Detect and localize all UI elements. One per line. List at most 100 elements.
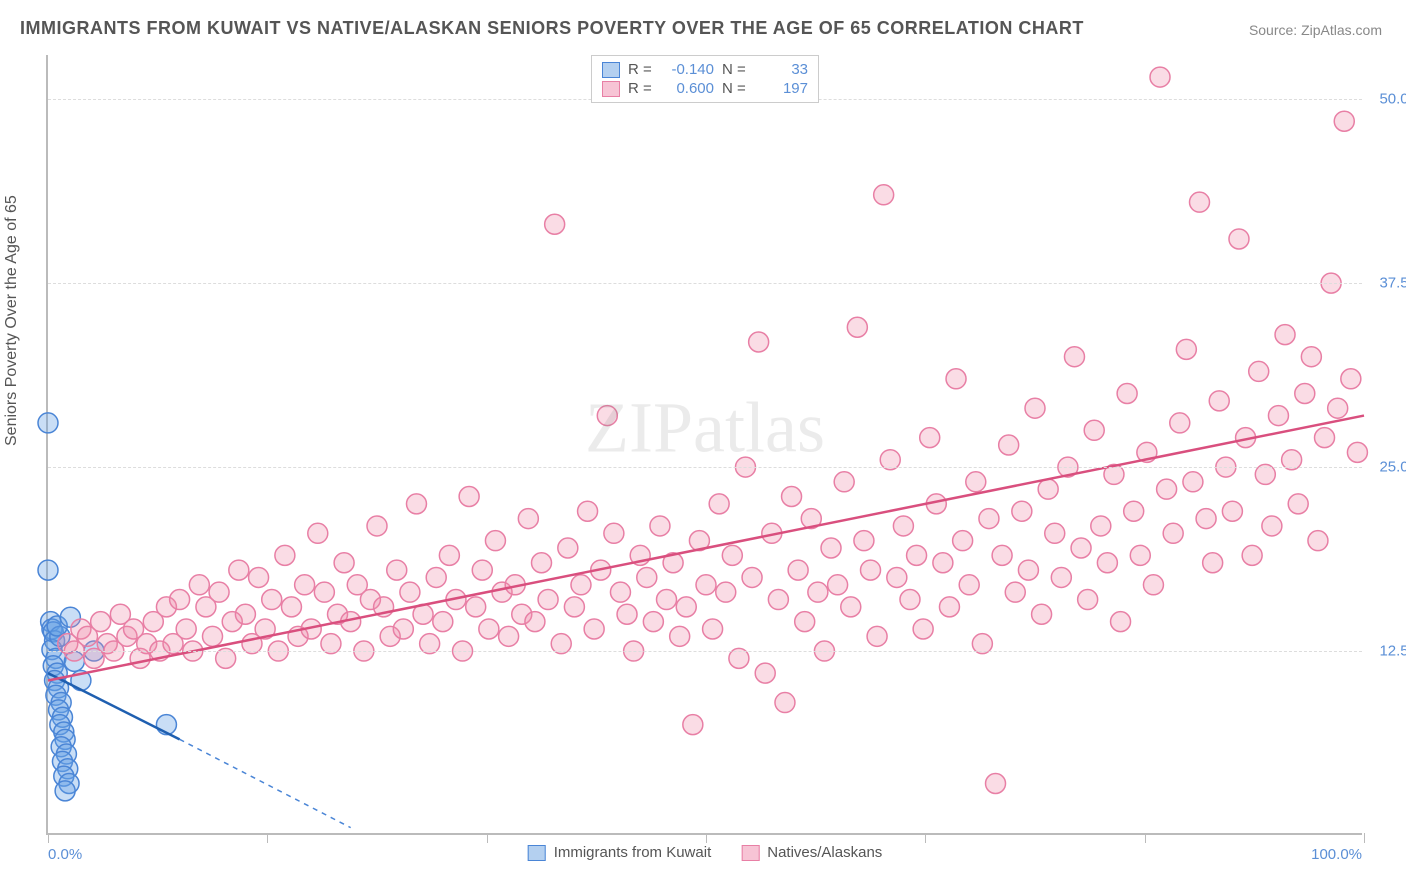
legend-bottom-item-1: Natives/Alaskans (741, 844, 882, 861)
scatter-point (1242, 545, 1262, 565)
scatter-point (518, 509, 538, 529)
scatter-point (670, 626, 690, 646)
scatter-point (834, 472, 854, 492)
xtick (925, 833, 926, 843)
scatter-point (308, 523, 328, 543)
scatter-point (1157, 479, 1177, 499)
scatter-point (828, 575, 848, 595)
scatter-point (1170, 413, 1190, 433)
scatter-point (749, 332, 769, 352)
legend-stats-box: R = -0.140 N = 33 R = 0.600 N = 197 (591, 55, 819, 103)
xtick (48, 833, 49, 843)
y-axis-label: Seniors Poverty Over the Age of 65 (3, 195, 21, 446)
xtick-label: 100.0% (1311, 846, 1362, 863)
scatter-point (485, 531, 505, 551)
scatter-point (874, 185, 894, 205)
scatter-point (979, 509, 999, 529)
scatter-point (1078, 590, 1098, 610)
source-label: Source: ZipAtlas.com (1249, 22, 1382, 38)
stat-R-label-0: R = (628, 61, 654, 78)
scatter-point (1130, 545, 1150, 565)
legend-bottom-swatch-1 (741, 845, 759, 861)
scatter-point (1111, 612, 1131, 632)
chart-title: IMMIGRANTS FROM KUWAIT VS NATIVE/ALASKAN… (20, 18, 1084, 39)
scatter-point (1163, 523, 1183, 543)
scatter-point (578, 501, 598, 521)
scatter-point (1005, 582, 1025, 602)
scatter-point (249, 567, 269, 587)
scatter-point (999, 435, 1019, 455)
scatter-point (459, 487, 479, 507)
scatter-point (703, 619, 723, 639)
scatter-point (775, 693, 795, 713)
xtick (267, 833, 268, 843)
scatter-point (1176, 339, 1196, 359)
scatter-point (1143, 575, 1163, 595)
scatter-point (1032, 604, 1052, 624)
gridline-h (48, 651, 1362, 652)
xtick (1364, 833, 1365, 843)
legend-bottom-swatch-0 (528, 845, 546, 861)
scatter-point (597, 406, 617, 426)
scatter-point (768, 590, 788, 610)
scatter-point (1124, 501, 1144, 521)
scatter-point (900, 590, 920, 610)
stat-N-label-0: N = (722, 61, 748, 78)
scatter-point (841, 597, 861, 617)
scatter-point (1275, 325, 1295, 345)
scatter-point (742, 567, 762, 587)
scatter-point (472, 560, 492, 580)
scatter-point (1268, 406, 1288, 426)
scatter-point (262, 590, 282, 610)
scatter-point (782, 487, 802, 507)
legend-bottom: Immigrants from Kuwait Natives/Alaskans (528, 844, 883, 861)
scatter-point (959, 575, 979, 595)
plot-svg (48, 55, 1362, 833)
ytick-label: 25.0% (1367, 459, 1406, 476)
scatter-point (1288, 494, 1308, 514)
scatter-point (235, 604, 255, 624)
scatter-point (1071, 538, 1091, 558)
scatter-point (1308, 531, 1328, 551)
scatter-point (1249, 361, 1269, 381)
legend-swatch-0 (602, 62, 620, 78)
scatter-point (584, 619, 604, 639)
gridline-h (48, 467, 1362, 468)
scatter-point (1084, 420, 1104, 440)
scatter-point (1203, 553, 1223, 573)
scatter-point (393, 619, 413, 639)
stat-R-label-1: R = (628, 80, 654, 97)
scatter-point (176, 619, 196, 639)
scatter-point (755, 663, 775, 683)
scatter-point (992, 545, 1012, 565)
chart-container: IMMIGRANTS FROM KUWAIT VS NATIVE/ALASKAN… (0, 0, 1406, 892)
scatter-point (1190, 192, 1210, 212)
scatter-point (1117, 383, 1137, 403)
scatter-point (907, 545, 927, 565)
scatter-point (1301, 347, 1321, 367)
scatter-point (499, 626, 519, 646)
scatter-point (795, 612, 815, 632)
scatter-point (1209, 391, 1229, 411)
plot-area: ZIPatlas R = -0.140 N = 33 R = 0.600 N =… (46, 55, 1362, 835)
scatter-point (893, 516, 913, 536)
scatter-point (229, 560, 249, 580)
scatter-point (1064, 347, 1084, 367)
stat-N-value-1: 197 (756, 80, 808, 97)
scatter-point (953, 531, 973, 551)
scatter-point (571, 575, 591, 595)
scatter-point (334, 553, 354, 573)
scatter-point (722, 545, 742, 565)
scatter-point (479, 619, 499, 639)
scatter-point (538, 590, 558, 610)
scatter-point (1018, 560, 1038, 580)
scatter-point (854, 531, 874, 551)
scatter-point (525, 612, 545, 632)
scatter-point (1097, 553, 1117, 573)
scatter-point (986, 773, 1006, 793)
stat-N-label-1: N = (722, 80, 748, 97)
scatter-point (439, 545, 459, 565)
scatter-point (1025, 398, 1045, 418)
scatter-point (400, 582, 420, 602)
scatter-point (643, 612, 663, 632)
